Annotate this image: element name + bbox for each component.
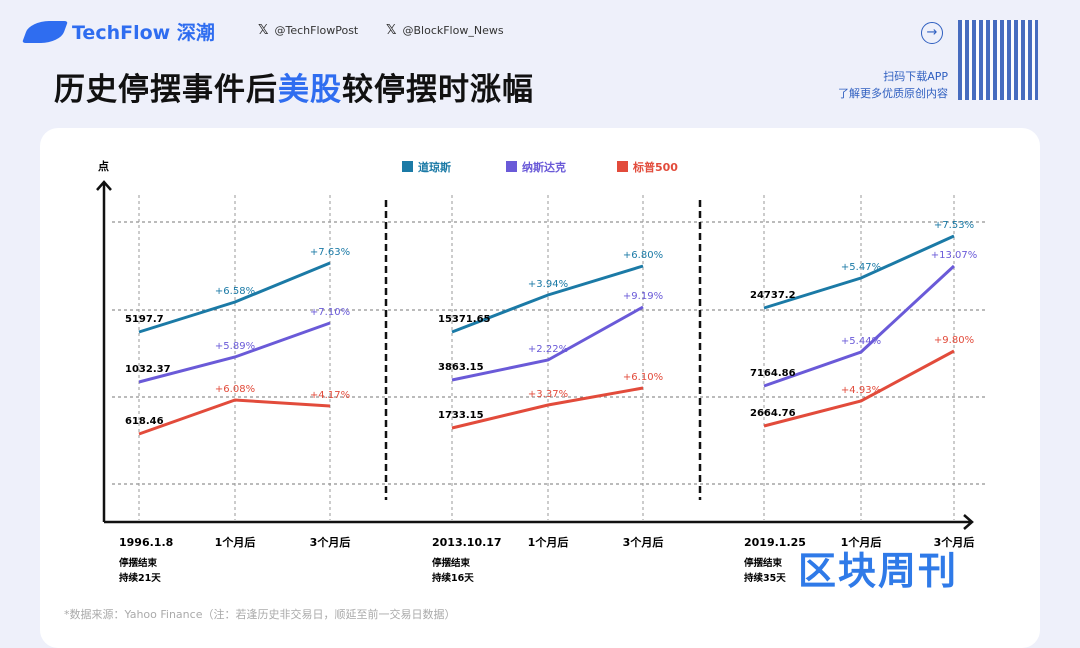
change-label: +9.80% [934,335,974,346]
legend-swatch [617,161,628,172]
period-note: 停摆结束 [744,557,783,569]
arrow-right-icon: → [921,22,943,44]
change-label: +7.10% [310,307,350,318]
period-note: 停摆结束 [119,557,158,569]
series-line [451,264,644,334]
legend-label: 纳斯达克 [522,160,566,174]
x-tick-label: 2019.1.25 [744,536,806,549]
promo-text: 扫码下载APP 了解更多优质原创内容 [838,70,948,100]
series-line [451,386,644,430]
footnote: *数据来源：Yahoo Finance（注：若逢历史非交易日，顺延至前一交易日数… [64,608,456,621]
x-tick-label: 1个月后 [215,535,256,549]
legend-label: 标普500 [632,160,678,174]
series-line [138,398,331,436]
change-label: +6.08% [215,384,255,395]
base-value-label: 1733.15 [438,410,484,421]
change-label: +13.07% [931,250,978,261]
change-label: +9.19% [623,291,663,302]
change-label: +7.53% [934,220,974,231]
legend-swatch [402,161,413,172]
y-axis-label: 点 [98,159,109,173]
x-tick-label: 3个月后 [310,535,351,549]
series-line [451,305,644,382]
x-tick-label: 1996.1.8 [119,536,173,549]
change-label: +5.47% [841,262,881,273]
x-tick-label: 2013.10.17 [432,536,502,549]
period-note: 停摆结束 [432,557,471,569]
change-label: +7.63% [310,247,350,258]
x-icon: 𝕏 [258,23,269,38]
x-tick-label: 1个月后 [841,535,882,549]
watermark: 区块周刊 [798,549,959,593]
legend-label: 道琼斯 [418,160,451,174]
x-tick-label: 3个月后 [623,535,664,549]
x-tick-label: 3个月后 [934,535,975,549]
change-label: +5.44% [841,336,881,347]
brand-name: TechFlow 深潮 [72,22,215,44]
series-line [138,321,331,384]
series-line [763,264,956,388]
brand-logo: TechFlow 深潮 [21,18,215,45]
change-label: +6.58% [215,286,255,297]
base-value-label: 15371.65 [438,314,491,325]
base-value-label: 618.46 [125,416,164,427]
change-label: +6.80% [623,250,663,261]
base-value-label: 5197.7 [125,314,164,325]
period-duration: 持续16天 [432,572,474,584]
change-label: +5.89% [215,341,255,352]
change-label: +3.94% [528,279,568,290]
change-label: +4.93% [841,385,881,396]
series-line [763,234,955,310]
base-value-label: 7164.86 [750,368,796,379]
base-value-label: 2664.76 [750,408,796,419]
social-handle-1[interactable]: 𝕏 @TechFlowPost [258,23,358,38]
period-duration: 持续35天 [744,572,786,584]
change-label: +3.37% [528,389,568,400]
x-icon: 𝕏 [386,23,397,38]
legend-swatch [506,161,517,172]
base-value-label: 3863.15 [438,362,484,373]
qr-code[interactable] [958,20,1038,100]
base-value-label: 1032.37 [125,364,171,375]
handle-text: @TechFlowPost [274,24,359,37]
page-title: 历史停摆事件后美股较停摆时涨幅 [54,72,534,108]
axis [96,180,974,530]
chart-card [40,128,1040,648]
handle-text: @BlockFlow_News [402,24,504,37]
change-label: +4.17% [310,390,350,401]
x-tick-label: 1个月后 [528,535,569,549]
series-line [763,349,955,428]
change-label: +2.22% [528,344,568,355]
change-label: +6.10% [623,372,663,383]
period-duration: 持续21天 [119,572,161,584]
series-line [138,261,331,334]
social-handle-2[interactable]: 𝕏 @BlockFlow_News [386,23,504,38]
base-value-label: 24737.2 [750,290,796,301]
